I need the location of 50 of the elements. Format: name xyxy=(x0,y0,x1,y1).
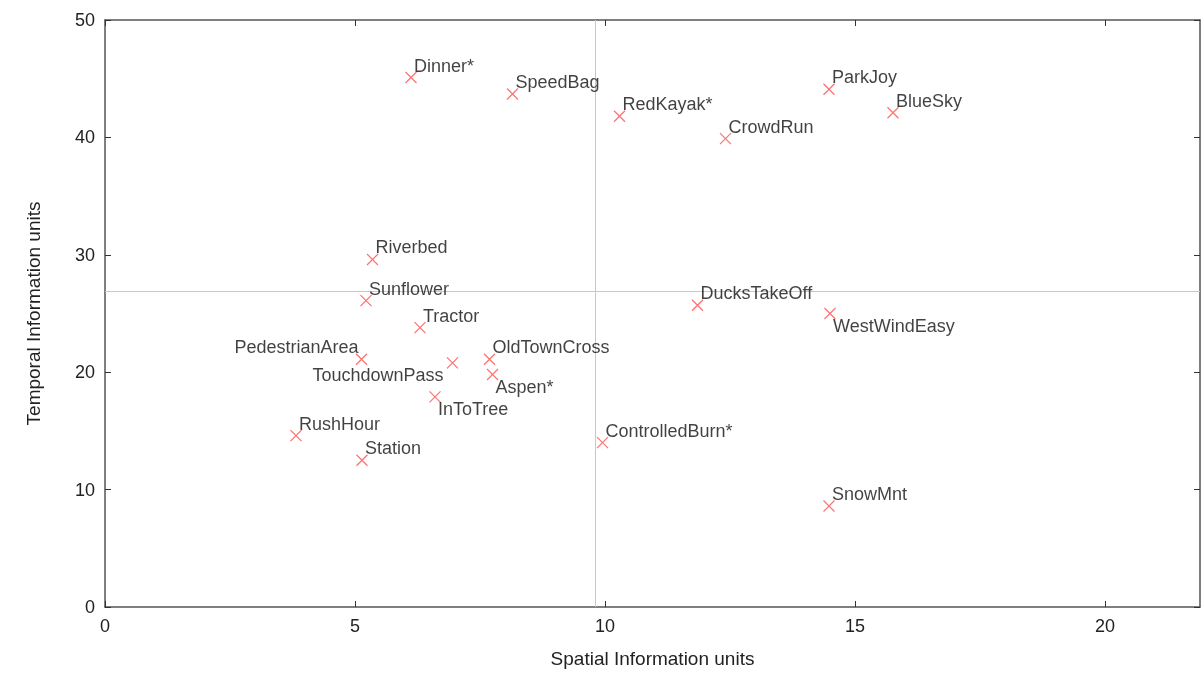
annotation: Station xyxy=(365,438,422,459)
point xyxy=(404,71,418,84)
annotation: OldTownCross xyxy=(492,337,610,358)
annotation: RushHour xyxy=(299,413,381,434)
x-tick-label: 0 xyxy=(99,616,111,636)
y-tick-label: 20 xyxy=(74,362,95,383)
x-axis-title: Spatial Information units xyxy=(550,648,755,669)
annotation: ParkJoy xyxy=(832,67,898,88)
y-tick-label: 10 xyxy=(74,479,95,500)
annotation: Sunflower xyxy=(369,278,450,299)
point xyxy=(483,353,496,366)
annotation: SpeedBag xyxy=(515,71,600,92)
annotation: Dinner* xyxy=(414,55,475,76)
annotation: PedestrianArea xyxy=(234,337,360,358)
point xyxy=(719,132,732,145)
point xyxy=(355,454,369,467)
annotation: ControlledBurn* xyxy=(605,420,733,441)
point xyxy=(613,110,626,123)
annotation: RedKayak* xyxy=(622,94,713,115)
annotation: SnowMnt xyxy=(832,484,908,505)
annotation: CrowdRun xyxy=(728,116,814,137)
x-tick-label: 20 xyxy=(1094,616,1116,636)
x-tick-label: 5 xyxy=(349,616,361,636)
point xyxy=(691,299,704,312)
annotation: DucksTakeOff xyxy=(700,283,814,304)
point xyxy=(428,390,442,403)
point xyxy=(446,356,459,369)
annotation: WestWindEasy xyxy=(833,315,955,336)
y-tick-label: 30 xyxy=(74,244,95,265)
y-tick-label: 40 xyxy=(74,127,95,148)
point xyxy=(359,294,373,307)
point xyxy=(596,436,609,449)
point xyxy=(366,253,379,266)
y-tick-label: 0 xyxy=(84,597,95,617)
annotation: InToTree xyxy=(438,398,509,419)
annotation: Aspen* xyxy=(495,376,554,397)
point xyxy=(823,307,837,320)
x-tick-label: 15 xyxy=(844,616,866,636)
y-tick-label: 50 xyxy=(74,10,95,30)
point xyxy=(289,429,303,442)
point xyxy=(822,499,836,513)
point xyxy=(413,321,427,334)
annotation: TouchdownPass xyxy=(312,364,444,385)
x-tick-label: 10 xyxy=(594,616,616,636)
y-axis-title: Temporal Information units xyxy=(23,201,44,426)
annotation: Tractor xyxy=(423,305,480,326)
annotation: Riverbed xyxy=(375,237,448,258)
annotation: BlueSky xyxy=(896,90,963,111)
point xyxy=(355,353,368,366)
point xyxy=(486,368,499,381)
